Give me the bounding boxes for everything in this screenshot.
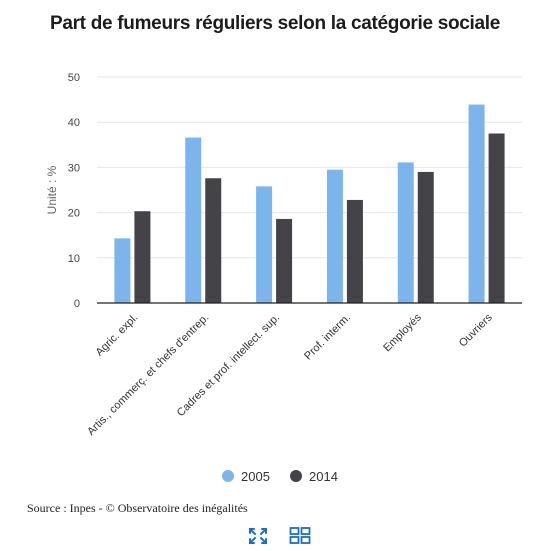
y-tick-label: 30 [68,162,80,174]
y-tick-label: 10 [68,253,80,265]
bar-2014[interactable] [417,171,434,303]
legend-label[interactable]: 2005 [241,469,270,484]
bar-2005[interactable] [114,238,131,303]
legend-marker [222,470,234,482]
y-tick-label: 20 [68,208,80,220]
bar-2014[interactable] [134,211,151,303]
legend: 2005 2014 [222,469,338,484]
x-tick-label: Artis., commerç. et chefs d'entrep. [85,312,211,438]
x-tick-label: Prof. interm. [302,312,353,363]
bar-2005[interactable] [468,104,485,304]
y-tick-label: 40 [68,117,80,129]
bar-2005[interactable] [185,137,202,303]
grid-view-icon[interactable] [289,526,311,546]
bar-2005[interactable] [256,186,273,303]
x-tick-label: Agric. expl. [94,312,141,359]
bar-2005[interactable] [397,162,414,303]
bar-2005[interactable] [326,169,343,303]
chart-title: Part de fumeurs réguliers selon la catég… [49,13,501,34]
x-tick-label: Employés [381,311,424,354]
bar-2014[interactable] [205,178,222,303]
legend-marker [290,470,302,482]
grid-lines [97,76,522,259]
expand-icon[interactable] [247,526,269,546]
y-tick-label: 0 [74,298,80,310]
y-axis-label: Unité : % [45,165,59,214]
bar-2014[interactable] [488,133,505,304]
y-axis-ticks: 0 10 20 30 40 50 [68,72,80,310]
source-note: Source : Inpes - © Observatoire des inég… [27,501,248,515]
bars [114,104,505,304]
x-axis-ticks: Agric. expl.Artis., commerç. et chefs d'… [85,311,495,438]
bar-chart: 0 10 20 30 40 50 Unité : % Agric. expl.Artis.… [45,72,522,484]
x-tick-label: Ouvriers [457,311,495,349]
legend-label[interactable]: 2014 [309,469,338,484]
bar-2014[interactable] [276,218,293,303]
bar-2014[interactable] [346,199,363,303]
y-tick-label: 50 [68,72,80,84]
